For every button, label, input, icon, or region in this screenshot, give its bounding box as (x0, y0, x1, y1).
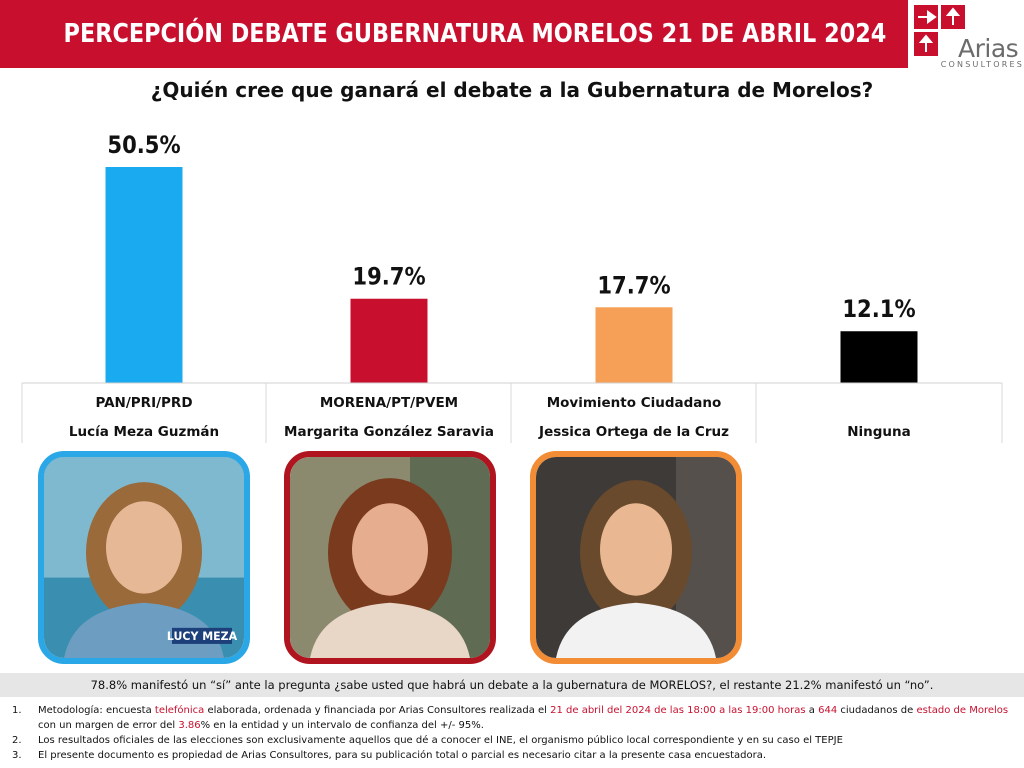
category-candidate-label: Ninguna (847, 424, 911, 440)
footnote-1: 1. Metodología: encuesta telefónica elab… (12, 703, 1012, 733)
candidate-photo-margarita (284, 451, 496, 664)
footnote-highlight: 644 (818, 705, 838, 716)
bar-value-label: 50.5% (107, 132, 180, 160)
footnote-text: a (805, 705, 819, 716)
candidate-photo-lucia: LUCY MEZA (38, 451, 250, 664)
footnote-text: ciudadanos de (837, 705, 917, 716)
footnote-highlight: 21 de abril del 2024 de las 18:00 a las … (550, 705, 806, 716)
photo-caption: LUCY MEZA (167, 630, 238, 643)
footnotes: 1. Metodología: encuesta telefónica elab… (12, 703, 1012, 763)
footnote-highlight: estado de Morelos (916, 705, 1009, 716)
bar (105, 167, 183, 383)
note-bar (0, 673, 1024, 697)
footnote-text: con un margen de error del (38, 720, 179, 731)
logo-wordmark: Arias (958, 34, 1019, 63)
bar (350, 298, 428, 383)
bar (595, 307, 673, 383)
footnote-number: 3. (12, 750, 22, 761)
category-party-label: PAN/PRI/PRD (95, 395, 193, 411)
candidate-photo-jessica (530, 451, 742, 664)
footnote-number: 1. (12, 705, 22, 716)
footnote-text: Metodología: encuesta (38, 705, 155, 716)
arias-logo: Arias CONSULTORES (908, 0, 1024, 70)
logo-arrows-icon (914, 5, 965, 56)
survey-question: ¿Quién cree que ganará el debate a la Gu… (150, 78, 874, 102)
header-banner: PERCEPCIÓN DEBATE GUBERNATURA MORELOS 21… (0, 0, 908, 68)
footnote-text: El presente documento es propiedad de Ar… (38, 750, 767, 761)
bar-value-label: 17.7% (597, 272, 670, 300)
survey-note: 78.8% manifestó un “sí” ante la pregunta… (90, 678, 934, 692)
footnote-highlight: telefónica (154, 705, 205, 716)
page-title: PERCEPCIÓN DEBATE GUBERNATURA MORELOS 21… (63, 19, 887, 49)
logo-subtitle: CONSULTORES (940, 60, 1024, 69)
bar-value-label: 12.1% (842, 296, 915, 324)
bar-chart: 50.5% 19.7% 17.7% 12.1% (22, 132, 1002, 384)
footnote-3: 3. El presente documento es propiedad de… (12, 748, 1012, 763)
category-candidate-label: Lucía Meza Guzmán (68, 424, 220, 440)
category-candidate-label: Margarita González Saravia (284, 424, 494, 440)
bar-value-label: 19.7% (352, 264, 425, 292)
footnote-text: elaborada, ordenada y financiada por Ari… (204, 705, 551, 716)
footnote-text: % en la entidad y un intervalo de confia… (200, 720, 484, 731)
footnote-number: 2. (12, 735, 22, 746)
bar (840, 331, 918, 383)
footnote-highlight: 3.86 (178, 720, 201, 731)
category-party-label: Movimiento Ciudadano (546, 395, 722, 411)
footnote-2: 2. Los resultados oficiales de las elecc… (12, 733, 1012, 748)
category-party-label: MORENA/PT/PVEM (319, 395, 459, 411)
category-candidate-label: Jessica Ortega de la Cruz (539, 424, 729, 440)
category-dividers (21, 383, 1003, 443)
footnote-text: Los resultados oficiales de las eleccion… (38, 735, 843, 746)
